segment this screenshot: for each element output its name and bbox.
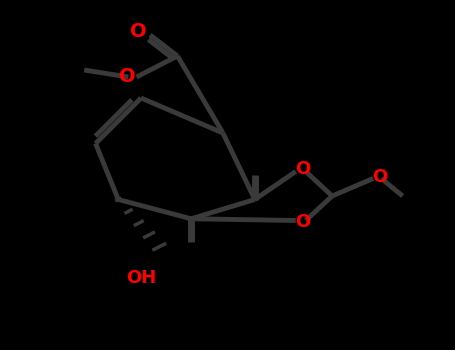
Text: O: O bbox=[295, 160, 310, 178]
Text: O: O bbox=[119, 67, 136, 86]
Text: O: O bbox=[295, 213, 310, 231]
Text: O: O bbox=[372, 168, 388, 186]
Text: OH: OH bbox=[126, 269, 156, 287]
Text: O: O bbox=[131, 22, 147, 41]
